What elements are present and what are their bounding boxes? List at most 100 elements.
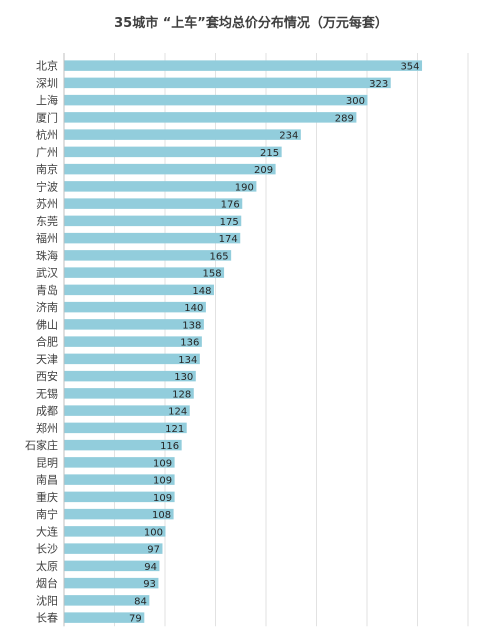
value-label-13: 148 [192,286,211,297]
category-label-16: 合肥 [36,335,58,349]
value-label-5: 215 [260,148,279,159]
category-label-25: 重庆 [36,490,58,504]
value-label-29: 94 [144,562,157,573]
bar-14 [64,301,206,313]
value-label-10: 174 [219,234,238,245]
bar-7 [64,181,257,192]
category-label-1: 深圳 [36,77,58,90]
bar-12 [64,267,225,278]
value-label-23: 109 [153,458,172,469]
category-label-19: 无锡 [36,386,58,400]
bar-9 [64,215,242,227]
bar-23 [64,457,175,468]
bar-15 [64,319,204,330]
value-label-16: 136 [180,338,199,349]
value-label-9: 175 [220,217,239,228]
bar-0 [64,60,423,71]
category-label-28: 长沙 [36,543,58,556]
value-label-7: 190 [235,182,254,193]
value-label-14: 140 [184,303,203,314]
bar-29 [64,560,160,572]
category-label-27: 大连 [36,524,58,538]
value-label-11: 165 [210,251,229,262]
category-label-3: 厦门 [36,110,58,124]
category-label-32: 长春 [36,612,58,625]
category-label-21: 郑州 [36,421,58,435]
value-label-2: 300 [346,96,365,107]
value-label-31: 84 [134,596,147,607]
value-label-20: 124 [168,407,187,418]
bar-27 [64,526,166,537]
value-label-30: 93 [143,579,156,590]
category-label-13: 青岛 [36,283,58,297]
category-label-12: 武汉 [36,267,58,280]
value-label-24: 109 [153,476,172,487]
bar-31 [64,595,150,606]
category-label-23: 昆明 [36,456,58,469]
value-label-12: 158 [202,269,221,280]
value-label-25: 109 [153,493,172,504]
category-label-0: 北京 [36,59,58,73]
bar-10 [64,232,241,244]
value-label-6: 209 [254,165,273,176]
bar-3 [64,112,357,123]
bar-17 [64,353,200,365]
category-label-15: 佛山 [36,318,58,331]
category-label-22: 石家庄 [25,438,58,452]
bar-28 [64,543,163,554]
value-label-17: 134 [178,355,197,366]
bar-32 [64,612,145,623]
bar-2 [64,94,368,106]
category-label-20: 成都 [36,405,58,418]
bar-1 [64,77,391,89]
value-label-0: 354 [400,62,419,73]
value-label-3: 289 [335,113,354,124]
category-label-31: 沈阳 [36,593,58,607]
value-label-1: 323 [369,79,388,90]
bar-16 [64,336,202,347]
value-label-27: 100 [144,527,163,538]
chart-title: 35城市 “上车”套均总价分布情况（万元每套） [114,16,388,31]
category-label-7: 宁波 [36,179,58,193]
bar-21 [64,422,187,434]
bar-20 [64,405,190,416]
category-label-8: 苏州 [36,198,58,211]
category-label-2: 上海 [36,93,58,107]
category-label-29: 太原 [36,560,58,573]
category-label-9: 东莞 [36,215,58,228]
value-label-19: 128 [172,389,191,400]
bar-4 [64,129,301,140]
bar-6 [64,163,276,175]
value-label-21: 121 [165,424,184,435]
category-label-30: 烟台 [36,576,58,590]
bar-11 [64,250,232,261]
category-label-5: 广州 [36,146,58,159]
value-label-15: 138 [182,320,201,331]
bar-19 [64,388,194,399]
value-label-22: 116 [160,441,179,452]
category-label-6: 南京 [36,162,58,176]
value-label-26: 108 [152,510,171,521]
category-label-24: 南昌 [36,474,58,487]
bar-22 [64,439,182,451]
category-label-4: 杭州 [36,128,58,142]
bar-8 [64,198,243,209]
bar-25 [64,491,175,503]
bar-18 [64,370,196,382]
bar-30 [64,577,159,589]
bar-26 [64,508,174,520]
category-label-26: 南宁 [36,507,58,521]
bar-13 [64,284,214,296]
category-label-17: 天津 [36,353,58,366]
bar-24 [64,474,175,485]
category-label-14: 济南 [36,300,58,314]
value-label-8: 176 [221,200,240,211]
category-label-11: 珠海 [36,248,58,262]
value-label-32: 79 [129,614,142,625]
category-label-18: 西安 [36,369,58,383]
bar-5 [64,146,282,158]
value-label-18: 130 [174,372,193,383]
category-label-10: 福州 [36,231,58,245]
